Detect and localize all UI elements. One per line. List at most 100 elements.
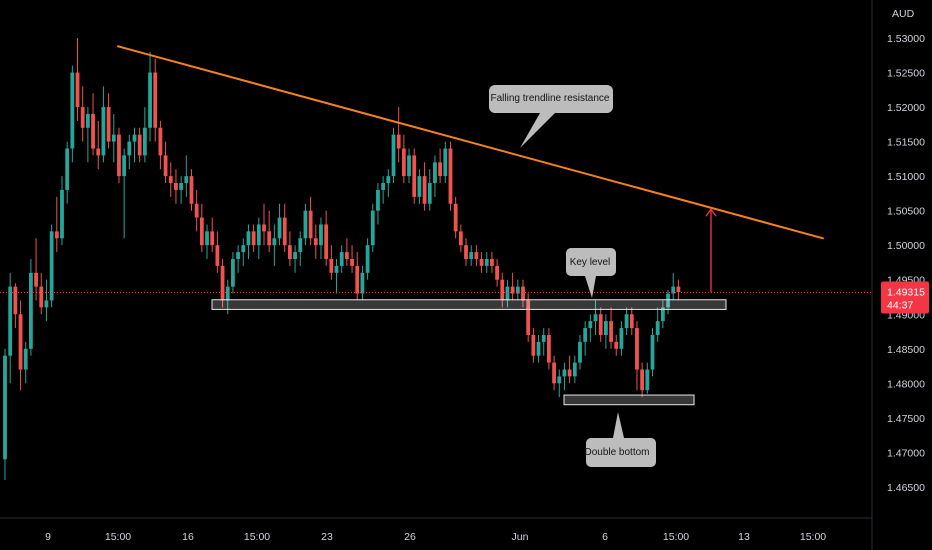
candle-body bbox=[8, 286, 13, 356]
candle-body bbox=[205, 231, 209, 246]
candles bbox=[3, 37, 681, 481]
candle-body bbox=[417, 176, 422, 197]
candle-body bbox=[469, 252, 474, 259]
last-price-tag: 1.49315 44:37 bbox=[881, 281, 929, 314]
candle-body bbox=[541, 334, 546, 342]
candle-body bbox=[391, 134, 396, 177]
price-tick-label: 1.51500 bbox=[887, 137, 925, 149]
candle-body bbox=[334, 265, 339, 273]
candle-body bbox=[593, 314, 598, 322]
candle-body bbox=[490, 259, 494, 266]
target-arrow[interactable] bbox=[705, 208, 717, 293]
candle-body bbox=[360, 272, 365, 294]
price-tick-label: 1.47500 bbox=[887, 413, 925, 425]
candle-body bbox=[117, 134, 121, 177]
candle-body bbox=[640, 369, 645, 391]
candle-body bbox=[355, 265, 360, 294]
currency-label: AUD bbox=[892, 8, 915, 20]
candle-body bbox=[547, 334, 551, 363]
candle-body bbox=[329, 259, 334, 273]
time-axis-ticks: 9 15:00 16 15:00 23 26 Jun 6 15:00 13 15:00 bbox=[45, 531, 826, 543]
candle-body bbox=[624, 314, 629, 329]
candle-body bbox=[350, 259, 354, 266]
candle-body bbox=[645, 369, 650, 391]
callout-double-bottom[interactable]: Double bottom bbox=[584, 412, 656, 467]
price-tick-label: 1.52000 bbox=[887, 102, 925, 114]
price-tick-label: 1.53000 bbox=[887, 33, 925, 45]
candle-body bbox=[598, 314, 603, 335]
candle-body bbox=[241, 245, 246, 253]
candle-body bbox=[422, 176, 427, 204]
time-tick-label: 23 bbox=[321, 531, 333, 543]
price-tick-label: 1.48500 bbox=[887, 344, 925, 356]
candle-body bbox=[54, 231, 59, 239]
candle-body bbox=[122, 155, 127, 177]
last-price-value: 1.49315 bbox=[887, 286, 925, 298]
candle-body bbox=[319, 224, 323, 246]
candle-body bbox=[676, 286, 681, 293]
candle-body bbox=[293, 252, 297, 259]
key-level-zone[interactable] bbox=[211, 299, 727, 310]
candle-body bbox=[339, 252, 344, 266]
candle-body bbox=[464, 245, 468, 259]
candle-body bbox=[629, 314, 634, 329]
candle-body bbox=[148, 72, 152, 128]
candle-body bbox=[578, 341, 582, 363]
price-tick-label: 1.48000 bbox=[887, 378, 925, 390]
candle-body bbox=[562, 369, 567, 377]
candle-body bbox=[572, 362, 577, 377]
candle-body bbox=[510, 286, 515, 294]
falling-trendline[interactable] bbox=[117, 45, 824, 240]
candle-body bbox=[44, 300, 49, 308]
candle-body bbox=[308, 210, 313, 239]
double-bottom-zone[interactable] bbox=[563, 394, 695, 406]
price-tick-label: 1.51000 bbox=[887, 171, 925, 183]
candle-body bbox=[655, 321, 660, 335]
candle-body bbox=[500, 279, 505, 301]
time-tick-label: 15:00 bbox=[663, 531, 689, 543]
candle-body bbox=[453, 203, 458, 232]
candle-body bbox=[376, 189, 380, 211]
candle-body bbox=[132, 134, 137, 142]
candle-body bbox=[526, 300, 531, 335]
candle-body bbox=[635, 328, 639, 370]
candle-body bbox=[660, 307, 665, 322]
candle-body bbox=[256, 224, 261, 246]
candle-body bbox=[609, 321, 613, 342]
callout-trendline-text: Falling trendline resistance bbox=[491, 93, 610, 104]
candle-body bbox=[106, 107, 111, 142]
candle-body bbox=[370, 210, 375, 246]
candle-body bbox=[49, 231, 54, 301]
candle-body bbox=[443, 148, 448, 177]
candle-body bbox=[515, 286, 520, 294]
time-tick-label: 9 bbox=[45, 531, 51, 543]
candle-body bbox=[603, 321, 608, 335]
candle-body bbox=[484, 259, 489, 266]
candle-body bbox=[80, 107, 85, 128]
candle-body bbox=[225, 286, 230, 301]
candle-body bbox=[23, 348, 28, 370]
candle-body bbox=[199, 217, 204, 246]
candle-body bbox=[458, 231, 463, 246]
candle-body bbox=[505, 286, 510, 301]
candle-body bbox=[184, 176, 189, 184]
candle-body bbox=[231, 259, 235, 287]
time-tick-label: 6 bbox=[602, 531, 608, 543]
time-tick-label: 16 bbox=[182, 531, 194, 543]
candle-body bbox=[313, 238, 318, 246]
candle-body bbox=[495, 265, 499, 280]
candle-body bbox=[262, 224, 266, 232]
candle-body bbox=[650, 334, 655, 370]
candle-body bbox=[474, 252, 479, 259]
candle-body bbox=[583, 328, 588, 342]
candle-body bbox=[401, 148, 406, 177]
time-tick-label: 15:00 bbox=[800, 531, 826, 543]
callout-key-level[interactable]: Key level bbox=[566, 248, 616, 298]
candle-body bbox=[29, 272, 33, 349]
callout-trendline[interactable]: Falling trendline resistance bbox=[489, 85, 613, 148]
callout-double-bottom-text: Double bottom bbox=[584, 447, 649, 458]
time-tick-label: 15:00 bbox=[244, 531, 270, 543]
candle-body bbox=[215, 245, 220, 266]
candle-body bbox=[619, 328, 624, 349]
